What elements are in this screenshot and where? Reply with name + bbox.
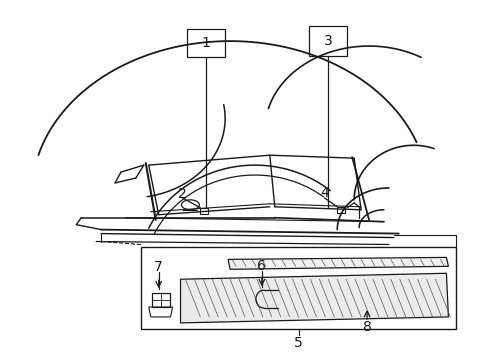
Bar <box>200 208 208 214</box>
Text: 7: 7 <box>154 260 163 274</box>
Bar <box>309 26 346 56</box>
Text: 1: 1 <box>202 36 210 50</box>
Bar <box>141 247 455 329</box>
Text: 4: 4 <box>319 186 328 200</box>
Text: 8: 8 <box>362 320 371 334</box>
Bar <box>151 293 169 307</box>
Bar <box>187 29 224 57</box>
Text: 3: 3 <box>324 34 332 48</box>
Polygon shape <box>180 273 447 323</box>
Bar <box>337 207 345 213</box>
Polygon shape <box>228 257 447 269</box>
Text: 5: 5 <box>294 336 303 350</box>
Text: 2: 2 <box>178 187 186 201</box>
Text: 6: 6 <box>257 259 266 273</box>
